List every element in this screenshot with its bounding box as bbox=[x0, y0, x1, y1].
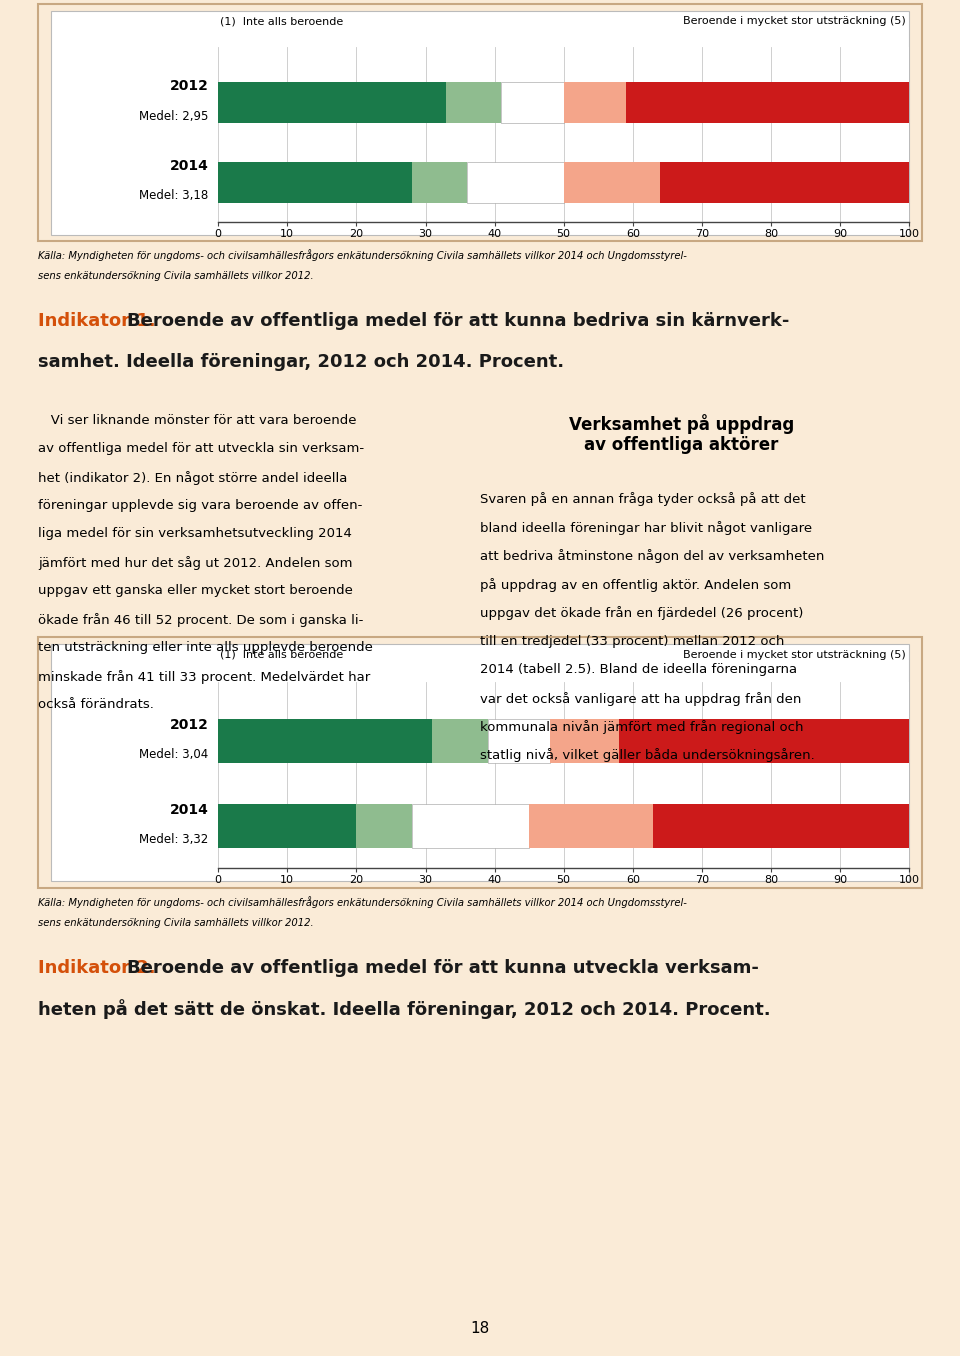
Text: (1)  Inte alls beroende: (1) Inte alls beroende bbox=[220, 650, 344, 659]
Text: Beroende i mycket stor utsträckning (5): Beroende i mycket stor utsträckning (5) bbox=[684, 650, 906, 659]
Bar bbox=[218, 719, 432, 763]
Text: föreningar upplevde sig vara beroende av offen-: föreningar upplevde sig vara beroende av… bbox=[38, 499, 363, 513]
Bar bbox=[218, 804, 356, 848]
Bar bbox=[446, 81, 501, 123]
Text: Beroende av offentliga medel för att kunna bedriva sin kärnverk-: Beroende av offentliga medel för att kun… bbox=[127, 312, 789, 330]
Text: liga medel för sin verksamhetsutveckling 2014: liga medel för sin verksamhetsutveckling… bbox=[38, 527, 352, 541]
Bar bbox=[467, 161, 564, 203]
Bar bbox=[564, 161, 660, 203]
Bar bbox=[488, 719, 550, 763]
Text: Medel: 3,04: Medel: 3,04 bbox=[139, 749, 208, 762]
Text: jämfört med hur det såg ut 2012. Andelen som: jämfört med hur det såg ut 2012. Andelen… bbox=[38, 556, 353, 570]
Bar bbox=[626, 81, 909, 123]
Text: Källa: Myndigheten för ungdoms- och civilsamhällesfrågors enkätundersökning Civ: Källa: Myndigheten för ungdoms- och civi… bbox=[38, 250, 687, 262]
Text: Indikator 1.: Indikator 1. bbox=[38, 312, 156, 330]
Text: bland ideella föreningar har blivit något vanligare: bland ideella föreningar har blivit någo… bbox=[480, 521, 812, 534]
Text: 2014: 2014 bbox=[170, 803, 208, 816]
Text: Verksamhet på uppdrag
av offentliga aktörer: Verksamhet på uppdrag av offentliga aktö… bbox=[569, 414, 794, 454]
Text: var det också vanligare att ha uppdrag från den: var det också vanligare att ha uppdrag f… bbox=[480, 692, 802, 705]
Bar bbox=[218, 161, 412, 203]
Text: Medel: 3,18: Medel: 3,18 bbox=[139, 190, 208, 202]
Text: 2012: 2012 bbox=[170, 719, 208, 732]
Text: av offentliga medel för att utveckla sin verksam-: av offentliga medel för att utveckla sin… bbox=[38, 442, 365, 456]
Text: 2012: 2012 bbox=[170, 79, 208, 94]
Text: att bedriva åtminstone någon del av verksamheten: att bedriva åtminstone någon del av verk… bbox=[480, 549, 825, 563]
Text: på uppdrag av en offentlig aktör. Andelen som: på uppdrag av en offentlig aktör. Andele… bbox=[480, 578, 791, 591]
Text: också förändrats.: också förändrats. bbox=[38, 698, 155, 712]
Text: minskade från 41 till 33 procent. Medelvärdet har: minskade från 41 till 33 procent. Medelv… bbox=[38, 670, 371, 683]
Text: uppgav ett ganska eller mycket stort beroende: uppgav ett ganska eller mycket stort ber… bbox=[38, 584, 353, 598]
Text: 18: 18 bbox=[470, 1321, 490, 1336]
Text: ten utsträckning eller inte alls upplevde beroende: ten utsträckning eller inte alls upplevd… bbox=[38, 641, 373, 655]
Text: uppgav det ökade från en fjärdedel (26 procent): uppgav det ökade från en fjärdedel (26 p… bbox=[480, 606, 804, 620]
Bar bbox=[564, 81, 626, 123]
Text: Medel: 2,95: Medel: 2,95 bbox=[139, 110, 208, 122]
Text: heten på det sätt de önskat. Ideella föreningar, 2012 och 2014. Procent.: heten på det sätt de önskat. Ideella för… bbox=[38, 999, 771, 1020]
Text: ökade från 46 till 52 procent. De som i ganska li-: ökade från 46 till 52 procent. De som i … bbox=[38, 613, 364, 626]
Text: (1)  Inte alls beroende: (1) Inte alls beroende bbox=[220, 16, 344, 26]
Bar bbox=[501, 81, 564, 123]
Bar bbox=[412, 804, 529, 848]
Bar bbox=[356, 804, 412, 848]
Bar bbox=[660, 161, 909, 203]
Text: Indikator 2.: Indikator 2. bbox=[38, 959, 156, 976]
Text: Källa: Myndigheten för ungdoms- och civilsamhällesfrågors enkätundersökning Civ: Källa: Myndigheten för ungdoms- och civi… bbox=[38, 896, 687, 909]
Text: Medel: 3,32: Medel: 3,32 bbox=[139, 833, 208, 846]
Text: sens enkätundersökning Civila samhällets villkor 2012.: sens enkätundersökning Civila samhället… bbox=[38, 918, 314, 928]
Text: 2014 (tabell 2.5). Bland de ideella föreningarna: 2014 (tabell 2.5). Bland de ideella före… bbox=[480, 663, 797, 677]
Text: het (indikator 2). En något större andel ideella: het (indikator 2). En något större andel… bbox=[38, 471, 348, 484]
Text: kommunala nivån jämfört med från regional och: kommunala nivån jämfört med från regiona… bbox=[480, 720, 804, 734]
Text: till en tredjedel (33 procent) mellan 2012 och: till en tredjedel (33 procent) mellan 20… bbox=[480, 635, 784, 648]
Bar bbox=[550, 719, 619, 763]
Bar bbox=[529, 804, 654, 848]
Bar bbox=[432, 719, 488, 763]
Text: Vi ser liknande mönster för att vara beroende: Vi ser liknande mönster för att vara ber… bbox=[38, 414, 357, 427]
Text: 2014: 2014 bbox=[170, 159, 208, 174]
Text: samhet. Ideella föreningar, 2012 och 2014. Procent.: samhet. Ideella föreningar, 2012 och 201… bbox=[38, 353, 564, 370]
Text: Beroende av offentliga medel för att kunna utveckla verksam-: Beroende av offentliga medel för att kun… bbox=[127, 959, 758, 976]
Bar bbox=[218, 81, 446, 123]
Bar bbox=[654, 804, 909, 848]
Text: Svaren på en annan fråga tyder också på att det: Svaren på en annan fråga tyder också på … bbox=[480, 492, 805, 506]
Bar bbox=[412, 161, 467, 203]
Bar bbox=[619, 719, 909, 763]
Text: Beroende i mycket stor utsträckning (5): Beroende i mycket stor utsträckning (5) bbox=[684, 16, 906, 26]
Text: sens enkätundersökning Civila samhällets villkor 2012.: sens enkätundersökning Civila samhället… bbox=[38, 271, 314, 281]
Text: statlig nivå, vilket gäller båda undersökningsåren.: statlig nivå, vilket gäller båda undersö… bbox=[480, 749, 815, 762]
